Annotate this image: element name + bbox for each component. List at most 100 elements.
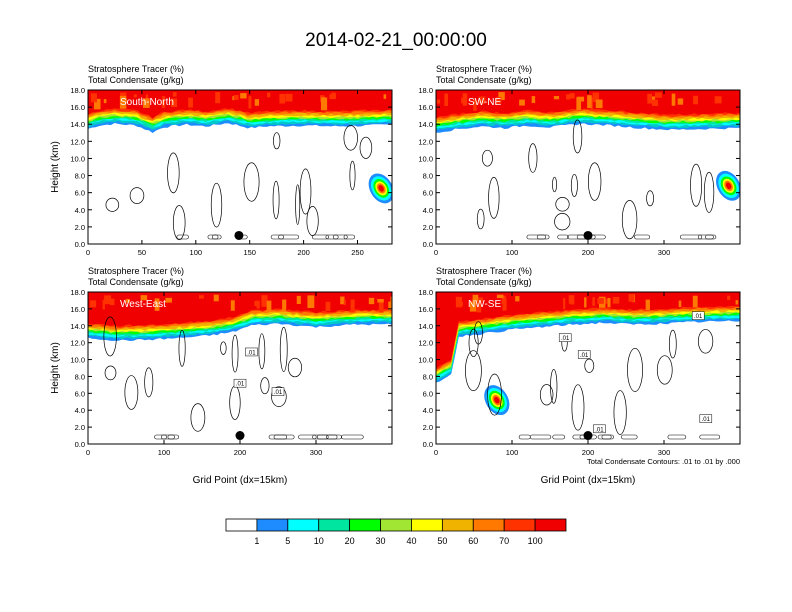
panel2-tracer-streak — [654, 92, 662, 98]
panel4-ytick-label: 0.0 — [423, 440, 433, 449]
panel1-tracer-streak — [172, 92, 177, 97]
panel2-plot-area: SW-NE — [436, 90, 740, 244]
panel4-tracer-streak — [727, 295, 731, 300]
panel3-subtitle-1: Stratosphere Tracer (%) — [88, 266, 185, 276]
panel4-ytick-label: 12.0 — [418, 339, 433, 348]
panel1-subtitle-2: Total Condensate (g/kg) — [88, 75, 184, 85]
panel3-tracer-streak — [104, 295, 112, 305]
panel3-tracer-streak — [325, 301, 331, 312]
panel1-low-cloud-contour — [270, 234, 284, 240]
panel4-condensate-contour — [584, 358, 595, 373]
panel3-tracer-streak — [256, 300, 260, 309]
panel4-tracer-streak — [472, 294, 479, 302]
panel1-tracer-streak — [142, 98, 150, 108]
panel2-tracer-streak — [569, 93, 575, 99]
panel2-direction-label: SW-NE — [468, 97, 501, 108]
panel1: South-North 0.0 2.0 4.0 6.0 8.0 10.0 12.0 14.0 16… — [50, 86, 393, 257]
panel1-ytick-label: 16.0 — [70, 103, 85, 112]
panel2-location-marker — [583, 230, 593, 240]
panel2-low-cloud-contour — [705, 234, 717, 240]
colorbar-box — [256, 518, 289, 532]
panel2-subtitle-2: Total Condensate (g/kg) — [436, 75, 532, 85]
panel4-direction-label: NW-SE — [468, 299, 501, 310]
panel1-low-cloud-contour — [343, 234, 355, 240]
panel4-condensate-contour — [571, 384, 585, 431]
panel2-low-cloud-contour — [634, 234, 651, 240]
panel2-tracer-streak — [462, 93, 468, 106]
panel1-ytick-label: 10.0 — [70, 154, 85, 163]
colorbar-box — [441, 518, 474, 532]
panel1-xtick-label: 0 — [86, 248, 90, 257]
panel4-condensate-contour — [487, 373, 502, 416]
panel3-condensate-contour — [104, 365, 117, 381]
panel4-tracer-streak — [584, 297, 587, 308]
panel2-ytick-label: 6.0 — [423, 189, 433, 198]
panel4-ytick-label: 6.0 — [423, 389, 433, 398]
panel3-tracer-streak — [230, 300, 235, 311]
panel1-tracer-streak — [90, 93, 97, 103]
panel4-condensate-contour — [656, 355, 673, 385]
panel3-xtick-label: 0 — [86, 448, 90, 457]
panel2-tracer-streak — [444, 93, 449, 107]
panel4-low-cloud-contour — [518, 434, 531, 440]
panel1-low-cloud-contour — [332, 234, 348, 240]
panel1-tracer-streak — [383, 94, 387, 99]
panel2-subtitle-1: Stratosphere Tracer (%) — [436, 64, 533, 74]
panel4-tracer-streak — [502, 298, 507, 311]
colorbar-box — [472, 518, 505, 532]
panel1-direction-label: South-North — [120, 97, 174, 108]
panel4-condensate-contour — [550, 368, 558, 404]
panel2-xtick-label: 300 — [658, 248, 671, 257]
panel2-tracer-streak — [576, 97, 582, 111]
panel1-tracer-streak — [329, 94, 336, 100]
panel2-condensate-contour — [588, 162, 602, 201]
panel1-condensate-contour — [343, 125, 358, 151]
panel3-ylabel: Height (km) — [50, 342, 61, 394]
panel3-low-cloud-contour — [298, 434, 317, 440]
panel3-condensate-contour — [258, 333, 266, 370]
panel1-ytick-label: 12.0 — [70, 137, 85, 146]
panel3-xtick-label: 100 — [158, 448, 171, 457]
panel3-condensate-contour — [287, 357, 303, 378]
panel4-ytick-label: 18.0 — [418, 288, 433, 297]
panel3-contour-label-box — [245, 347, 258, 357]
panel1-tracer-streak — [133, 94, 137, 98]
panel1-condensate-contour — [272, 180, 280, 220]
panel3-tracer-streak — [198, 295, 204, 299]
panel1-tracer-streak — [240, 93, 247, 99]
panel3-location-marker — [235, 431, 245, 441]
panel2-tracer-streak — [577, 96, 585, 102]
panel4-tracer-streak — [607, 297, 611, 308]
panel2-xtick-label: 100 — [506, 248, 519, 257]
panel4-xtick-label: 0 — [434, 448, 438, 457]
panel3-condensate-contour — [103, 316, 117, 357]
colorbar-box — [534, 518, 567, 532]
panel1-tracer-streak — [215, 92, 221, 104]
colorbar-box — [318, 518, 351, 532]
panel2-condensate-contour — [481, 149, 493, 167]
panel1-tracer-streak — [233, 94, 239, 100]
panel2-condensate-contour — [555, 197, 570, 212]
colorbar-label: 20 — [345, 536, 355, 546]
panel3-tracer-streak — [343, 300, 346, 306]
panel1-tracer-streak — [103, 99, 107, 104]
panel3-condensate-contour — [124, 375, 139, 410]
panel3-tracer-streak — [388, 301, 392, 311]
panel3-tracer-streak — [282, 299, 287, 311]
panel2-tracer-streak — [553, 95, 560, 100]
panel4-condensate-contour — [613, 390, 627, 435]
panel3-tracer-streak — [109, 298, 115, 306]
panel2-ytick-label: 0.0 — [423, 240, 433, 249]
panel2: SW-NE 0.0 2.0 4.0 6.0 8.0 10.0 12.0 14.0 16.0 18.0… — [418, 86, 741, 257]
panel2-condensate-contour — [621, 200, 638, 240]
colorbar-box — [503, 518, 536, 532]
panel1-low-cloud-contour — [278, 234, 300, 240]
panel1-intrusion-ring — [378, 185, 384, 192]
panel4-contour-label: .01 — [702, 417, 711, 423]
panel4-intrusion-ring — [494, 396, 500, 404]
panel1-condensate-contour — [172, 205, 186, 241]
panel3-condensate-contour — [144, 367, 154, 398]
panel2-ytick-label: 8.0 — [423, 172, 433, 181]
panel4-tracer-streak — [568, 295, 574, 304]
panel2-tracer-streak — [531, 96, 536, 104]
